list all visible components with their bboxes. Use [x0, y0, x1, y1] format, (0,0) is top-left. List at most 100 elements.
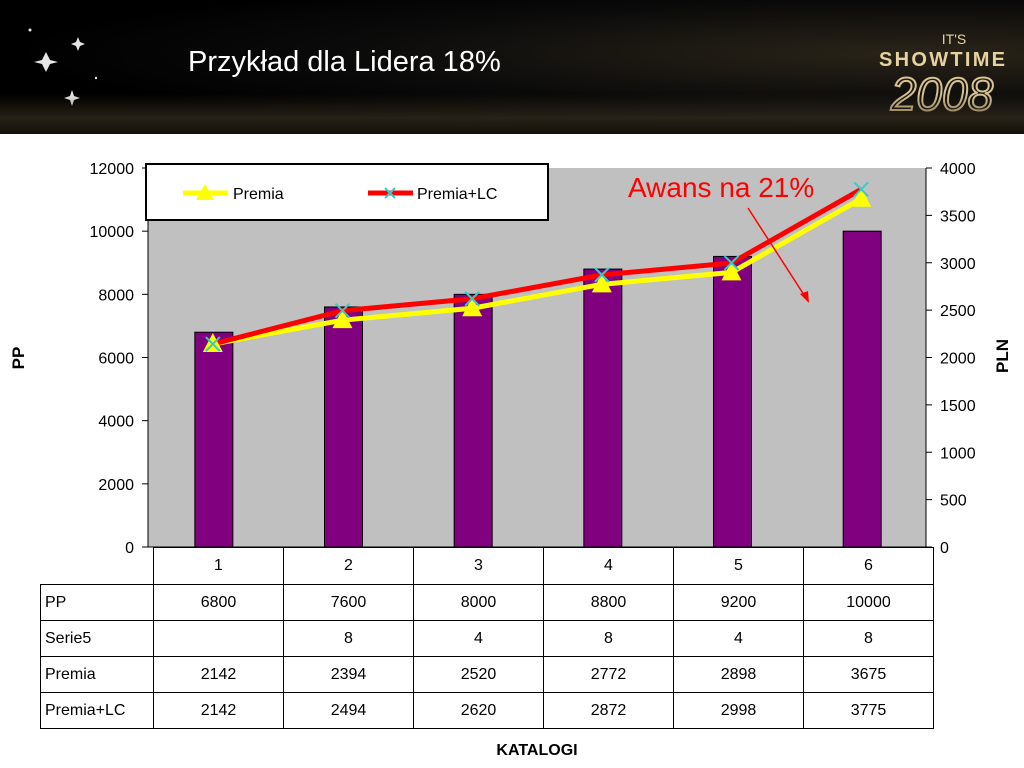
annotation-arrow [747, 207, 807, 299]
category-cell: 6 [803, 547, 934, 585]
premia-lc-point [594, 267, 610, 283]
legend: Premia Premia+LC [145, 163, 549, 221]
category-cell: 1 [153, 547, 284, 585]
table-cell: 2520 [413, 656, 544, 693]
left-tick-label: 4000 [98, 414, 134, 431]
table-cell: 8800 [543, 584, 674, 621]
right-tick-label: 500 [940, 493, 967, 510]
premia-lc-point [464, 291, 480, 307]
right-tick-label: 1500 [940, 398, 976, 415]
table-cell: 9200 [673, 584, 804, 621]
premia-lc-point [723, 255, 740, 271]
bar [453, 293, 493, 548]
table-cell: 4 [413, 620, 544, 657]
premia-point [462, 297, 483, 317]
legend-premia-label: Premia [233, 186, 284, 203]
bar [713, 255, 752, 548]
premia-line [212, 196, 863, 347]
row-label: Premia+LC [40, 692, 154, 729]
table-cell: 4 [673, 620, 804, 657]
category-cell: 3 [413, 547, 544, 585]
premia-point [591, 273, 612, 293]
star-icon [71, 37, 85, 51]
star-icon [28, 28, 32, 32]
table-cell: 3775 [803, 692, 934, 729]
right-axis: 0 500 1000 1500 2000 2500 3000 3500 4000 [925, 161, 976, 557]
table-cell: 2772 [543, 656, 674, 693]
premia-lc-point [334, 302, 351, 319]
table-cell: 8000 [413, 584, 544, 621]
table-cell: 2394 [283, 656, 414, 693]
table-corner [41, 548, 154, 585]
left-tick-label: 12000 [90, 161, 135, 178]
table-header-row: 1 2 3 4 5 6 [41, 547, 934, 585]
premia-point [851, 187, 872, 207]
table-cell: 8 [283, 620, 414, 657]
category-cell: 2 [283, 547, 414, 585]
table-cell: 2872 [543, 692, 674, 729]
bar [324, 306, 363, 548]
table-cell: 7600 [283, 584, 414, 621]
right-tick-label: 1000 [940, 445, 976, 462]
line-series [202, 181, 872, 353]
premia-point [721, 261, 742, 281]
left-tick-label: 10000 [90, 224, 135, 241]
premia-lc-point [853, 181, 869, 198]
y2-axis-label: PLN [993, 339, 1012, 373]
page-title: Przykład dla Lidera 18% [188, 46, 501, 78]
left-tick-label: 6000 [98, 351, 134, 368]
table-cell: 2142 [153, 692, 284, 729]
category-cell: 5 [673, 547, 804, 585]
premia-point [202, 333, 223, 353]
legend-premia-marker [196, 184, 214, 200]
bar-series [194, 230, 882, 548]
table-row: Premia+LC 2142 2494 2620 2872 2998 3775 [40, 692, 934, 729]
bar [842, 230, 882, 548]
left-tick-label: 0 [125, 540, 134, 557]
right-tick-label: 2500 [940, 303, 976, 320]
plot-area [148, 168, 926, 547]
table-cell: 8 [803, 620, 934, 657]
left-tick-label: 2000 [98, 477, 134, 494]
table-row: PP 6800 7600 8000 8800 9200 10000 [40, 584, 934, 621]
table-cell: 2620 [413, 692, 544, 729]
table-cell: 8 [543, 620, 674, 657]
star-icon [34, 52, 58, 72]
logo-text-top: IT'S [942, 31, 966, 47]
table-row: Serie5 8 4 8 4 8 [40, 620, 934, 657]
table-cell: 2494 [283, 692, 414, 729]
row-label: Premia [40, 656, 154, 693]
table-cell: 10000 [803, 584, 934, 621]
table-cell: 2998 [673, 692, 804, 729]
annotation: Awans na 21% [628, 172, 814, 303]
right-tick-label: 4000 [940, 161, 976, 178]
bar [583, 268, 623, 548]
right-tick-label: 3500 [940, 208, 976, 225]
annotation-text: Awans na 21% [628, 172, 814, 203]
table-cell: 2898 [673, 656, 804, 693]
slide-header: Przykład dla Lidera 18% IT'S SHOWTIME 20… [0, 0, 1024, 134]
table-row: Premia 2142 2394 2520 2772 2898 3675 [40, 656, 934, 693]
logo-text-mid: SHOWTIME [879, 49, 1005, 71]
x-axis-label: KATALOGI [496, 742, 577, 759]
row-label: PP [40, 584, 154, 621]
premia-lc-line [212, 187, 863, 347]
premia-point [332, 309, 353, 329]
y-axis-label: PP [9, 347, 28, 370]
bar [194, 331, 234, 548]
right-tick-label: 3000 [940, 256, 976, 273]
row-label: Serie5 [40, 620, 154, 657]
annotation-arrowhead [800, 291, 809, 303]
table-cell [153, 620, 284, 657]
legend-premia-lc-label: Premia+LC [417, 186, 497, 203]
left-tick-label: 8000 [98, 287, 134, 304]
data-table: 1 2 3 4 5 6 PP 6800 7600 8000 8800 9200 … [40, 547, 934, 729]
table-cell: 3675 [803, 656, 934, 693]
legend-premia-lc-marker [384, 187, 396, 199]
category-cell: 4 [543, 547, 674, 585]
right-tick-label: 2000 [940, 351, 976, 368]
premia-lc-point [205, 336, 221, 352]
table-cell: 6800 [153, 584, 284, 621]
star-icon [94, 76, 98, 80]
